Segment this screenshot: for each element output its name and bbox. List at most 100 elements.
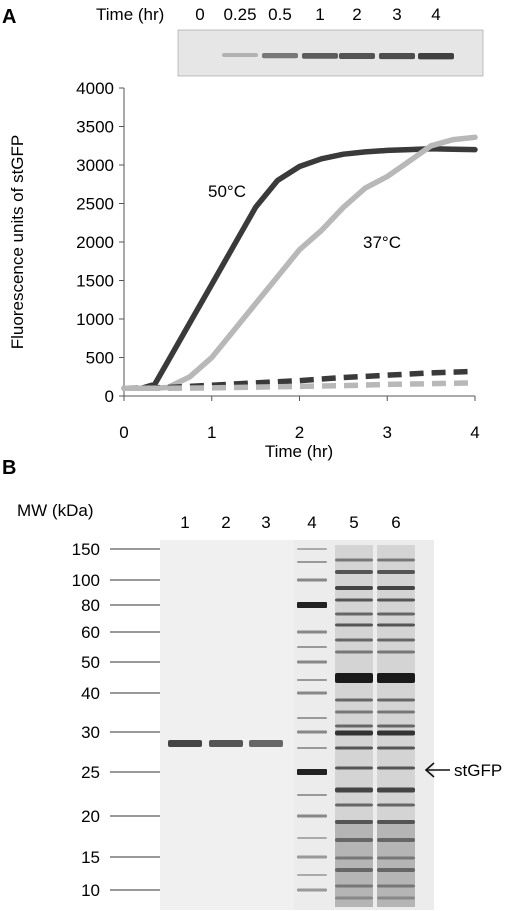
lysate-band — [335, 856, 373, 860]
gel-lanes — [168, 545, 415, 907]
y-tick-label: 4000 — [76, 79, 114, 98]
mw-markers: 150 100 80 60 50 40 30 25 20 15 10 — [72, 540, 160, 900]
label-37c: 37°C — [363, 233, 401, 252]
lysate-band — [377, 724, 415, 728]
lysate-band — [335, 896, 373, 900]
ladder-band — [297, 874, 327, 876]
lane-label: 3 — [261, 513, 270, 532]
lysate-band — [377, 650, 415, 654]
ladder-band — [297, 888, 327, 892]
lysate-band — [335, 623, 373, 627]
blot-time-points: 0 0.25 0.5 1 2 3 4 — [195, 5, 440, 24]
ladder-band — [297, 794, 327, 796]
ladder-band — [297, 769, 327, 775]
lysate-band — [377, 598, 415, 602]
gel-bright-region — [160, 540, 294, 910]
y-tick-label: 1000 — [76, 310, 114, 329]
ladder-band — [297, 730, 327, 734]
x-tick-label: 2 — [295, 423, 304, 442]
mw-marker-label: 80 — [81, 596, 100, 615]
lane-label: 6 — [391, 513, 400, 532]
lysate-band — [377, 868, 415, 872]
stgfp-annotation: stGFP — [424, 761, 502, 780]
ladder-band — [297, 630, 327, 634]
lysate-band — [377, 766, 415, 770]
x-axis-title: Time (hr) — [265, 442, 333, 461]
lysate-band — [377, 856, 415, 860]
stgfp-label: stGFP — [454, 761, 502, 780]
arrow-head-icon — [424, 762, 435, 778]
lane-labels: 1 2 3 4 5 6 — [180, 513, 400, 532]
y-tick-label: 500 — [86, 349, 114, 368]
mw-marker-label: 60 — [81, 623, 100, 642]
series-line-0 — [121, 146, 478, 392]
panel-b-label: B — [2, 457, 16, 479]
blot-band — [262, 53, 298, 59]
lysate-band — [335, 710, 373, 714]
x-tick-label: 1 — [207, 423, 216, 442]
lysate-band — [335, 598, 373, 602]
time-point-label: 0.5 — [268, 5, 292, 24]
lysate-band — [377, 710, 415, 714]
lysate-band — [377, 586, 415, 590]
lysate-band — [377, 570, 415, 574]
lysate-band — [335, 730, 373, 736]
lysate-smear — [377, 820, 415, 907]
y-ticks: 0 500 1000 1500 2000 2500 3000 3500 4000 — [76, 79, 124, 406]
x-tick-label: 3 — [383, 423, 392, 442]
sds-page-gel: 150 100 80 60 50 40 30 25 20 15 10 — [72, 540, 434, 910]
mw-marker-label: 20 — [81, 807, 100, 826]
mw-marker-label: 40 — [81, 684, 100, 703]
ladder-band — [297, 837, 327, 839]
ladder-band — [297, 602, 327, 608]
label-50c: 50°C — [208, 182, 246, 201]
ladder-band — [297, 660, 327, 664]
time-point-label: 4 — [431, 5, 440, 24]
ladder-band — [297, 679, 327, 681]
lysate-band — [377, 638, 415, 642]
y-tick-label: 2500 — [76, 195, 114, 214]
series-line-2 — [123, 368, 476, 392]
y-axis-title: Fluorescence units of stGFP — [8, 135, 27, 349]
series-line-3 — [124, 380, 476, 392]
fluorescence-chart: 0 500 1000 1500 2000 2500 3000 3500 4000 0 1 2 3 4 F… — [8, 79, 480, 461]
stgfp-band — [209, 740, 243, 747]
ladder-band — [297, 747, 327, 749]
lysate-band — [335, 650, 373, 654]
ladder-band — [297, 548, 327, 550]
lysate-band — [377, 820, 415, 824]
y-tick-label: 2000 — [76, 233, 114, 252]
time-point-label: 1 — [315, 5, 324, 24]
lysate-band — [377, 787, 415, 793]
lane-label: 1 — [180, 513, 189, 532]
lysate-band — [335, 868, 373, 872]
lysate-band — [335, 638, 373, 642]
lysate-band — [335, 586, 373, 590]
lysate-band — [335, 820, 373, 824]
ladder-band — [297, 717, 327, 719]
lysate-band — [335, 746, 373, 750]
western-blot-a: Time (hr) 0 0.25 0.5 1 2 3 4 — [96, 5, 484, 77]
y-tick-label: 3500 — [76, 118, 114, 137]
time-point-label: 0.25 — [223, 5, 256, 24]
series-line-1 — [121, 134, 478, 392]
mw-marker-label: 15 — [81, 848, 100, 867]
blot-band — [302, 53, 338, 59]
ladder-band — [297, 855, 327, 859]
mw-marker-label: 10 — [81, 881, 100, 900]
lysate-band — [377, 896, 415, 900]
lysate-band — [377, 612, 415, 616]
blot-band — [339, 53, 375, 59]
lysate-band — [335, 787, 373, 793]
blot-band — [379, 53, 415, 60]
x-tick-label: 4 — [470, 423, 479, 442]
ladder-band — [297, 578, 327, 582]
lysate-band — [335, 612, 373, 616]
x-tick-label: 0 — [119, 423, 128, 442]
lysate-band — [335, 570, 373, 574]
lysate-band — [335, 884, 373, 888]
lysate-band — [377, 673, 415, 683]
y-tick-label: 1500 — [76, 272, 114, 291]
series-lines — [121, 134, 478, 392]
